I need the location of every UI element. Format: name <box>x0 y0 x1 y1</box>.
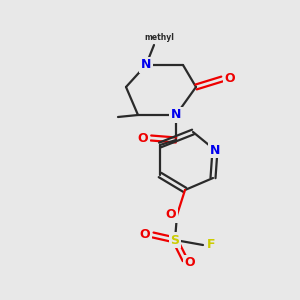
Text: N: N <box>141 58 151 71</box>
Text: N: N <box>210 143 220 157</box>
Text: N: N <box>171 109 181 122</box>
Text: O: O <box>225 73 235 85</box>
Text: methyl: methyl <box>144 32 174 41</box>
Text: O: O <box>138 131 148 145</box>
Text: O: O <box>140 229 150 242</box>
Text: S: S <box>170 233 179 247</box>
Text: O: O <box>166 208 176 221</box>
Text: O: O <box>185 256 195 269</box>
Text: F: F <box>207 238 215 251</box>
